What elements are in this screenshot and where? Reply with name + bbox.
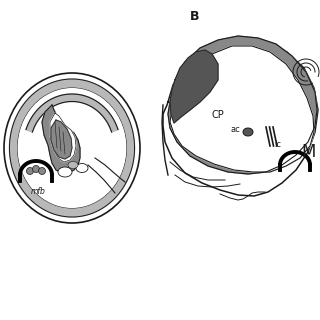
Text: ic: ic [275,140,282,148]
Circle shape [38,167,45,174]
Circle shape [27,167,34,174]
Text: M: M [302,143,316,161]
Ellipse shape [243,128,253,136]
Polygon shape [170,50,218,123]
Ellipse shape [68,162,78,169]
Polygon shape [163,37,318,196]
Polygon shape [26,94,118,132]
Ellipse shape [18,88,126,208]
Circle shape [33,165,39,172]
Polygon shape [168,36,317,174]
Polygon shape [42,105,80,173]
Text: B: B [190,10,200,23]
Ellipse shape [4,73,140,223]
Ellipse shape [76,164,88,172]
Text: ac: ac [230,124,240,133]
Polygon shape [50,113,76,162]
Polygon shape [51,120,72,159]
Text: mfb: mfb [31,187,45,196]
Ellipse shape [58,167,72,177]
Text: CP: CP [212,110,224,120]
Polygon shape [170,46,314,172]
Polygon shape [10,79,135,217]
